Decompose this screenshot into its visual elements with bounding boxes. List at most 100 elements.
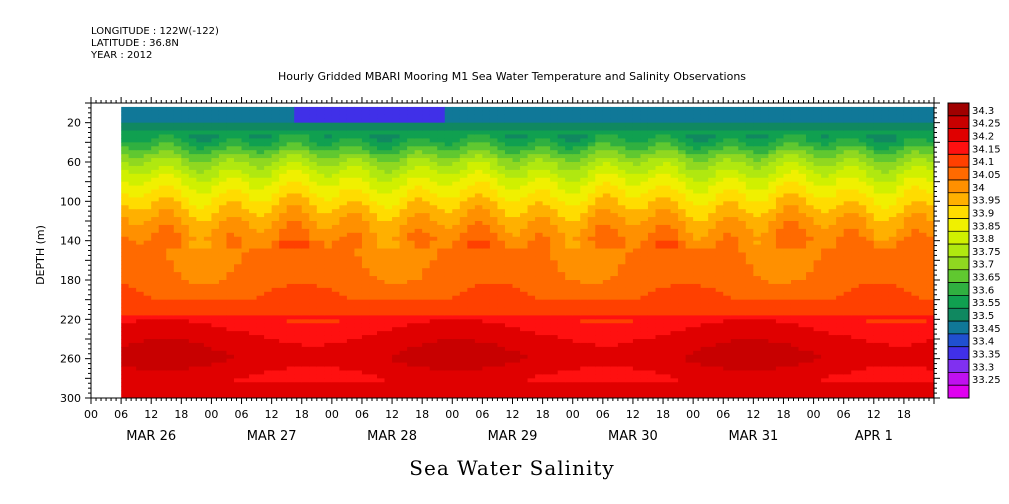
heatmap-cell bbox=[128, 110, 137, 116]
heatmap-cell bbox=[354, 350, 363, 356]
heatmap-cell bbox=[444, 276, 453, 281]
heatmap-cell bbox=[369, 331, 378, 336]
heatmap-cell bbox=[557, 264, 566, 269]
heatmap-cell bbox=[504, 248, 514, 254]
heatmap-cell bbox=[151, 106, 160, 112]
heatmap-cell bbox=[136, 130, 145, 136]
heatmap-cell bbox=[286, 331, 295, 336]
heatmap-cell bbox=[550, 362, 559, 368]
heatmap-cell bbox=[241, 205, 250, 210]
heatmap-cell bbox=[399, 209, 408, 214]
heatmap-cell bbox=[316, 185, 325, 191]
heatmap-cell bbox=[203, 390, 213, 395]
heatmap-cell bbox=[512, 240, 521, 246]
heatmap-cell bbox=[324, 213, 333, 218]
heatmap-cell bbox=[339, 264, 348, 269]
heatmap-cell bbox=[429, 110, 438, 116]
heatmap-cell bbox=[610, 295, 619, 301]
heatmap-cell bbox=[587, 327, 596, 332]
heatmap-cell bbox=[166, 331, 175, 336]
heatmap-cell bbox=[557, 303, 566, 309]
heatmap-cell bbox=[565, 181, 574, 187]
heatmap-cell bbox=[143, 193, 152, 198]
heatmap-cell bbox=[489, 221, 499, 226]
heatmap-cell bbox=[361, 283, 371, 289]
heatmap-cell bbox=[384, 158, 393, 163]
heatmap-cell bbox=[249, 342, 258, 348]
heatmap-cell bbox=[587, 358, 596, 364]
heatmap-cell bbox=[143, 283, 152, 289]
heatmap-cell bbox=[249, 118, 258, 124]
heatmap-cell bbox=[504, 142, 514, 147]
heatmap-cell bbox=[595, 311, 604, 316]
heatmap-cell bbox=[279, 342, 288, 348]
heatmap-cell bbox=[399, 224, 408, 230]
heatmap-cell bbox=[565, 142, 574, 147]
heatmap-cell bbox=[489, 162, 499, 167]
heatmap-cell bbox=[504, 165, 514, 171]
heatmap-cell bbox=[181, 232, 190, 238]
heatmap-cell bbox=[188, 260, 197, 265]
heatmap-cell bbox=[512, 342, 521, 348]
heatmap-cell bbox=[151, 311, 160, 316]
heatmap-cell bbox=[520, 177, 529, 183]
heatmap-cell bbox=[173, 193, 182, 198]
heatmap-cell bbox=[286, 370, 295, 375]
heatmap-cell bbox=[392, 106, 401, 112]
heatmap-cell bbox=[339, 118, 348, 124]
heatmap-cell bbox=[489, 252, 499, 257]
heatmap-cell bbox=[429, 201, 438, 206]
heatmap-cell bbox=[173, 181, 182, 187]
heatmap-cell bbox=[346, 295, 356, 301]
heatmap-cell bbox=[331, 307, 340, 313]
heatmap-cell bbox=[271, 118, 280, 124]
heatmap-cell bbox=[392, 342, 401, 348]
heatmap-cell bbox=[587, 181, 596, 187]
heatmap-cell bbox=[565, 185, 574, 191]
heatmap-cell bbox=[617, 209, 627, 214]
heatmap-cell bbox=[384, 240, 393, 246]
heatmap-cell bbox=[188, 118, 197, 124]
heatmap-cell bbox=[121, 256, 130, 261]
heatmap-cell bbox=[535, 146, 544, 151]
heatmap-cell bbox=[384, 248, 393, 254]
heatmap-cell bbox=[241, 335, 250, 340]
heatmap-cell bbox=[452, 264, 461, 269]
heatmap-cell bbox=[203, 276, 213, 281]
heatmap-cell bbox=[429, 331, 438, 336]
heatmap-cell bbox=[474, 162, 483, 167]
heatmap-cell bbox=[542, 350, 551, 356]
heatmap-cell bbox=[520, 331, 529, 336]
heatmap-cell bbox=[128, 276, 137, 281]
heatmap-cell bbox=[294, 260, 303, 265]
heatmap-cell bbox=[369, 268, 378, 273]
heatmap-cell bbox=[203, 217, 213, 222]
heatmap-cell bbox=[429, 362, 438, 368]
heatmap-cell bbox=[572, 264, 581, 269]
heatmap-cell bbox=[527, 154, 536, 159]
heatmap-cell bbox=[331, 358, 340, 364]
heatmap-cell bbox=[512, 295, 521, 301]
heatmap-cell bbox=[181, 260, 190, 265]
heatmap-cell bbox=[497, 134, 506, 139]
heatmap-cell bbox=[166, 327, 175, 332]
heatmap-cell bbox=[489, 154, 499, 159]
heatmap-cell bbox=[550, 146, 559, 151]
heatmap-cell bbox=[143, 315, 152, 320]
heatmap-cell bbox=[595, 307, 604, 313]
heatmap-cell bbox=[226, 142, 235, 147]
heatmap-cell bbox=[610, 150, 619, 155]
heatmap-cell bbox=[617, 272, 627, 277]
heatmap-cell bbox=[324, 303, 333, 309]
heatmap-cell bbox=[535, 205, 544, 210]
heatmap-cell bbox=[520, 374, 529, 379]
heatmap-cell bbox=[557, 228, 566, 234]
heatmap-cell bbox=[407, 165, 416, 171]
heatmap-cell bbox=[361, 244, 371, 250]
heatmap-cell bbox=[580, 114, 589, 120]
heatmap-cell bbox=[384, 350, 393, 356]
heatmap-cell bbox=[241, 382, 250, 387]
heatmap-cell bbox=[489, 287, 499, 293]
heatmap-cell bbox=[535, 158, 544, 163]
heatmap-cell bbox=[361, 323, 371, 328]
